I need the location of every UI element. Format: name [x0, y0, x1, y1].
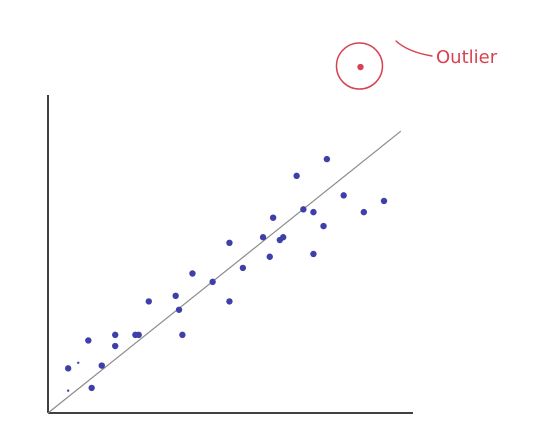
data-point-5 — [112, 331, 119, 339]
data-point-1 — [64, 365, 72, 372]
data-point-19 — [266, 253, 273, 260]
outlier-leader-line — [395, 40, 433, 57]
faint-data-point-1 — [66, 389, 70, 392]
data-point-24 — [300, 206, 307, 213]
data-point-29 — [340, 192, 347, 199]
data-point-9 — [145, 298, 152, 305]
data-point-25 — [310, 208, 317, 216]
data-points — [64, 155, 388, 392]
data-point-15 — [226, 298, 233, 305]
outlier-label: Outlier — [436, 47, 498, 68]
axes — [47, 95, 413, 414]
outlier-point — [357, 63, 364, 71]
outlier-annotation: Outlier — [335, 40, 498, 90]
data-point-3 — [88, 384, 95, 392]
data-point-14 — [209, 278, 216, 286]
data-point-13 — [189, 270, 196, 277]
data-point-18 — [259, 234, 267, 241]
faint-data-point-2 — [77, 361, 80, 364]
data-point-4 — [98, 362, 105, 369]
data-point-17 — [239, 264, 247, 272]
trendline — [47, 130, 402, 414]
data-point-20 — [269, 214, 277, 221]
data-point-8 — [135, 331, 142, 339]
trendline-layer — [47, 130, 402, 414]
data-point-27 — [320, 222, 327, 230]
data-point-10 — [172, 292, 179, 300]
data-point-12 — [179, 331, 186, 339]
data-point-2 — [85, 337, 92, 344]
data-point-6 — [112, 342, 119, 350]
data-point-30 — [360, 208, 368, 216]
data-point-31 — [380, 197, 388, 205]
outlier-circle — [335, 42, 384, 90]
data-point-16 — [226, 239, 233, 247]
data-point-23 — [293, 172, 300, 180]
data-point-26 — [310, 250, 317, 258]
data-point-22 — [280, 234, 287, 241]
data-point-11 — [175, 306, 183, 313]
data-point-28 — [323, 155, 331, 163]
